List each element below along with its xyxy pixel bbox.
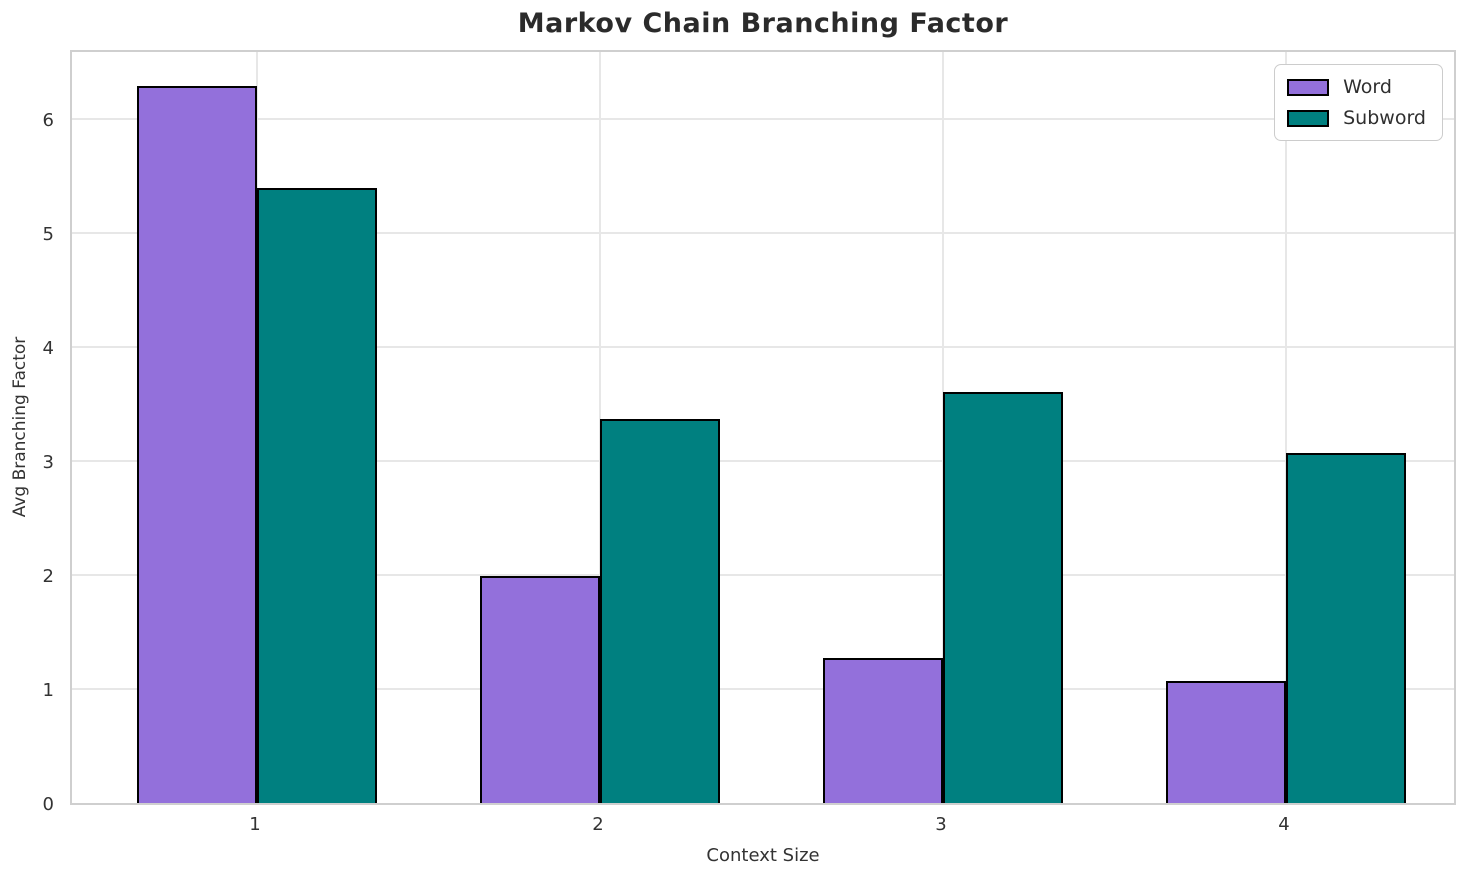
h-gridline xyxy=(72,459,1454,462)
bar-word-3 xyxy=(823,658,943,803)
subword-swatch xyxy=(1287,109,1330,127)
h-gridline xyxy=(72,117,1454,120)
y-tick-label: 4 xyxy=(42,337,54,359)
legend-label-word: Word xyxy=(1343,76,1392,98)
x-tick-label: 1 xyxy=(249,814,261,835)
x-axis: 1 2 3 4 xyxy=(70,813,1456,841)
x-axis-label: Context Size xyxy=(706,845,820,866)
bar-word-1 xyxy=(137,86,257,803)
legend-item-word: Word xyxy=(1287,76,1426,98)
bar-subword-3 xyxy=(943,392,1063,803)
h-gridline xyxy=(72,687,1454,690)
y-tick-label: 6 xyxy=(42,109,54,131)
y-tick-label: 2 xyxy=(42,565,54,587)
x-tick-label: 3 xyxy=(935,814,947,835)
bar-word-4 xyxy=(1166,681,1286,803)
h-gridline xyxy=(72,345,1454,348)
x-tick-label: 2 xyxy=(592,814,604,835)
y-tick-label: 5 xyxy=(42,223,54,245)
y-tick-label: 0 xyxy=(42,794,54,815)
h-gridline xyxy=(72,573,1454,576)
legend-item-subword: Subword xyxy=(1287,107,1426,129)
plot-area: Word Subword xyxy=(70,50,1456,805)
bar-subword-2 xyxy=(600,419,720,803)
h-gridline xyxy=(72,231,1454,234)
y-axis: 0 1 2 3 4 5 6 xyxy=(0,50,62,813)
bar-subword-4 xyxy=(1286,453,1406,803)
x-tick-label: 4 xyxy=(1278,814,1290,835)
chart-title: Markov Chain Branching Factor xyxy=(517,8,1009,39)
bar-word-2 xyxy=(480,576,600,803)
bar-subword-1 xyxy=(257,188,377,803)
legend-label-subword: Subword xyxy=(1343,107,1426,129)
word-swatch xyxy=(1287,78,1330,96)
v-gridline xyxy=(1285,52,1287,803)
y-tick-label: 1 xyxy=(42,679,54,701)
legend: Word Subword xyxy=(1274,64,1443,141)
y-tick-label: 3 xyxy=(42,451,54,473)
